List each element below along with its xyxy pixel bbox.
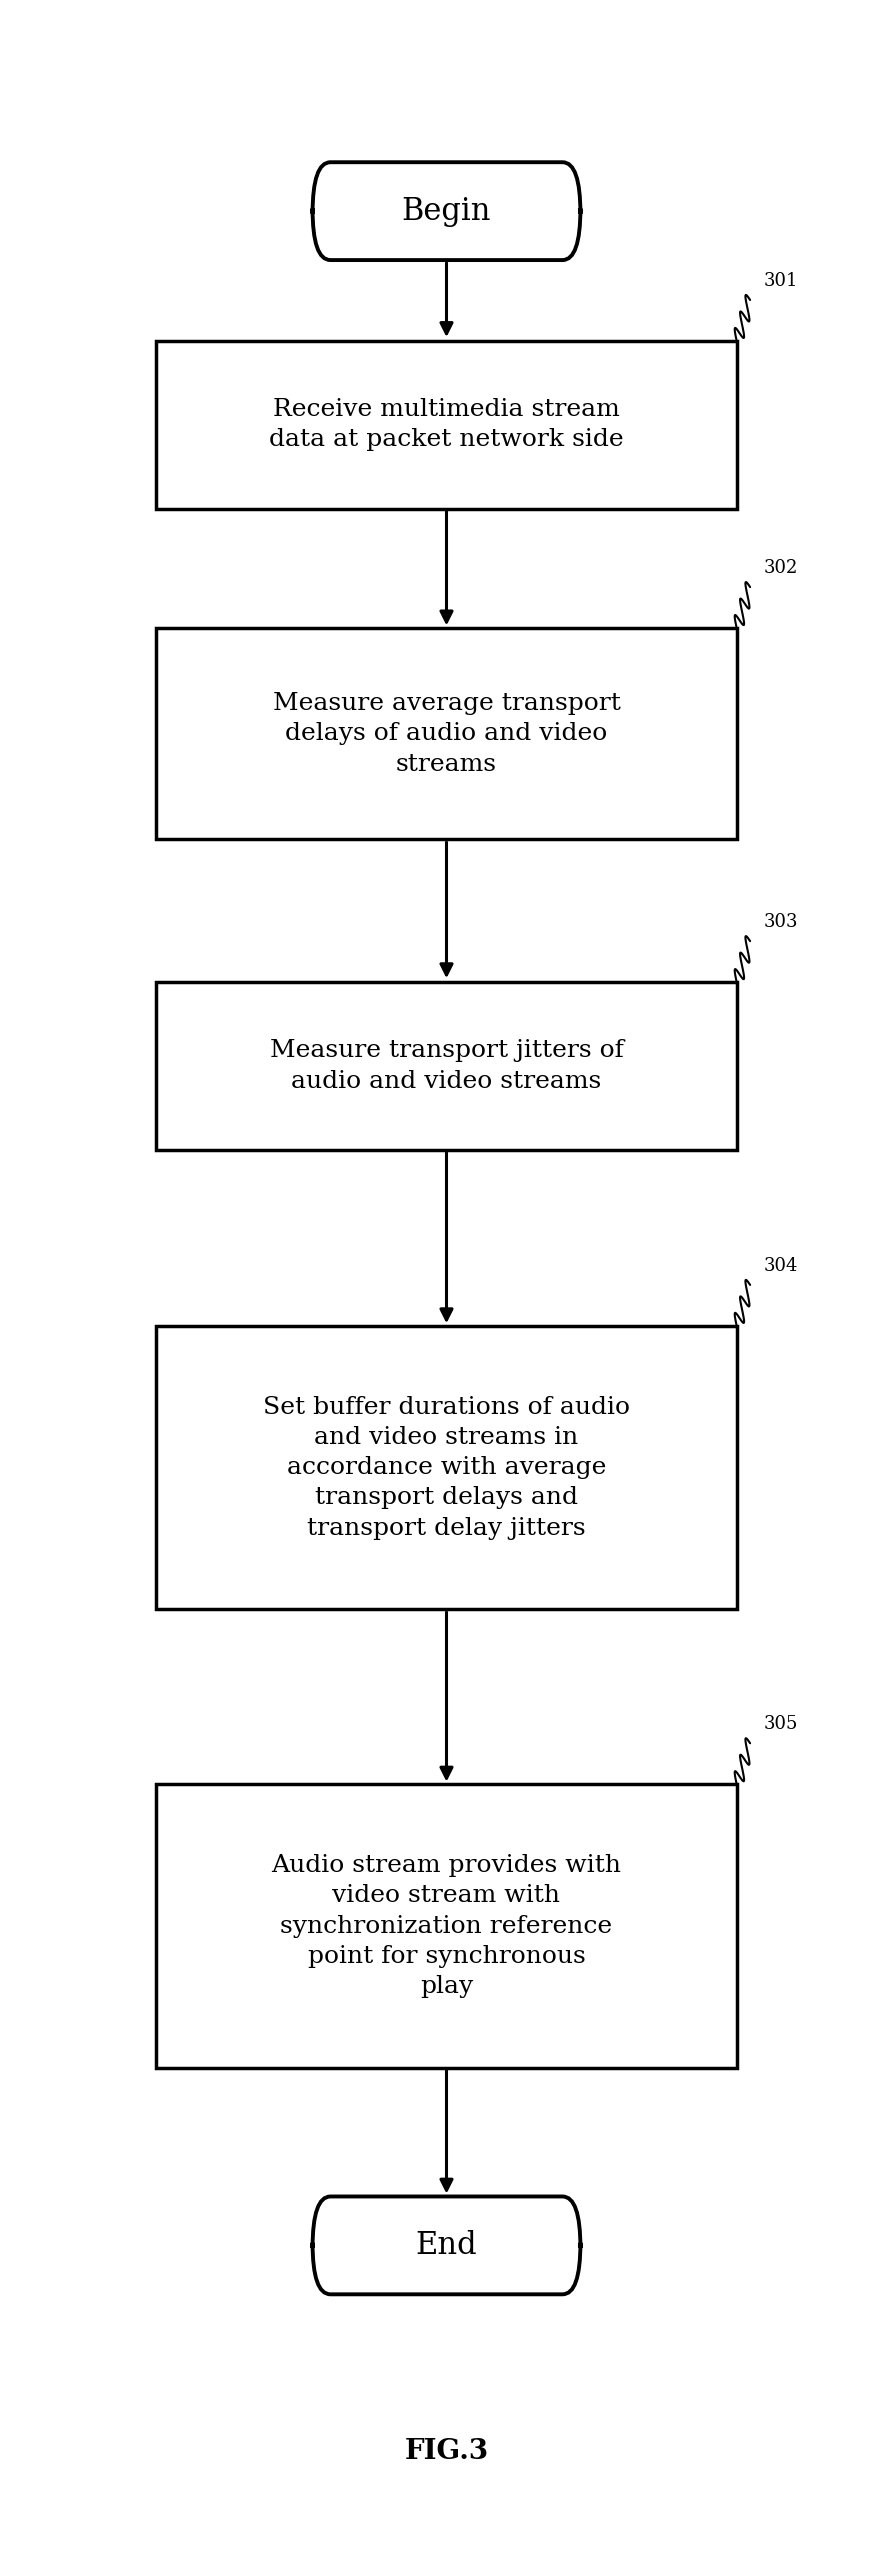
Text: End: End	[415, 2230, 478, 2261]
Text: 302: 302	[764, 559, 797, 577]
Text: Measure average transport
delays of audio and video
streams: Measure average transport delays of audi…	[272, 693, 621, 775]
FancyBboxPatch shape	[156, 981, 737, 1148]
FancyBboxPatch shape	[156, 1326, 737, 1609]
FancyBboxPatch shape	[313, 162, 580, 260]
FancyBboxPatch shape	[313, 2196, 580, 2294]
FancyBboxPatch shape	[156, 340, 737, 507]
Text: FIG.3: FIG.3	[405, 2439, 488, 2464]
Text: 305: 305	[764, 1715, 797, 1733]
Text: 301: 301	[764, 273, 798, 288]
Text: 303: 303	[764, 914, 798, 932]
Text: 304: 304	[764, 1257, 797, 1275]
Text: Set buffer durations of audio
and video streams in
accordance with average
trans: Set buffer durations of audio and video …	[263, 1396, 630, 1540]
Text: Measure transport jitters of
audio and video streams: Measure transport jitters of audio and v…	[270, 1040, 623, 1092]
FancyBboxPatch shape	[156, 1784, 737, 2068]
Text: Receive multimedia stream
data at packet network side: Receive multimedia stream data at packet…	[269, 399, 624, 451]
FancyBboxPatch shape	[156, 628, 737, 839]
Text: Audio stream provides with
video stream with
synchronization reference
point for: Audio stream provides with video stream …	[271, 1854, 622, 1998]
Text: Begin: Begin	[402, 196, 491, 227]
